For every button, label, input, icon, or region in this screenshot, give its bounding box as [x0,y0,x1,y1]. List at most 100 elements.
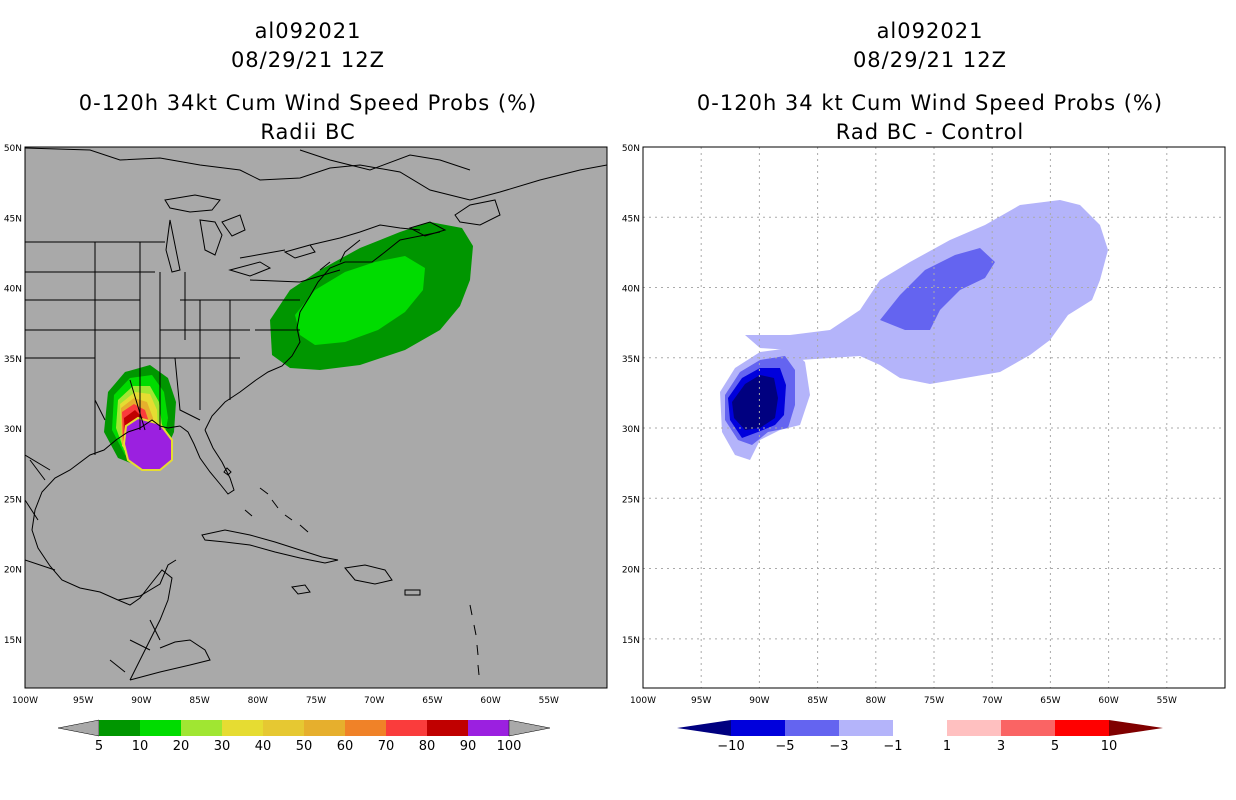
lon-tick-label: 75W [306,696,326,706]
colorbar-swatch [345,720,386,736]
right-datetime: 08/29/21 12Z [852,48,1008,72]
lat-tick-label: 35N [4,355,22,365]
colorbar-right-arrow [508,719,551,737]
colorbar-swatch [893,720,947,736]
colorbar-swatch [386,720,427,736]
lon-tick-label: 60W [1098,696,1118,706]
colorbar-swatch [468,720,509,736]
lon-tick-label: 80W [248,696,268,706]
colorbar-swatch [839,720,893,736]
colorbar-left-arrow [57,719,100,737]
lat-tick-label: 20N [622,566,640,576]
left-lat-labels: 50N 45N 40N 35N 30N 25N 20N 15N [4,144,22,646]
colorbar-left-arrow [677,720,731,736]
lon-tick-label: 85W [189,696,209,706]
lon-tick-label: 60W [480,696,500,706]
colorbar-swatch [99,720,140,736]
lon-tick-label: 75W [924,696,944,706]
colorbar-swatch [1001,720,1055,736]
colorbar-label: 3 [997,739,1005,754]
lon-tick-label: 90W [131,696,151,706]
lon-tick-label: 80W [866,696,886,706]
colorbar-label: 30 [214,739,231,754]
lon-tick-label: 55W [539,696,559,706]
left-title: 0-120h 34kt Cum Wind Speed Probs (%) [78,91,538,115]
colorbar-swatch [785,720,839,736]
lat-tick-label: 35N [622,355,640,365]
colorbar-swatch [181,720,222,736]
lon-tick-label: 100W [630,696,656,706]
right-colorbar: −10 −5 −3 −1 1 3 5 10 [677,720,1163,754]
lon-tick-label: 85W [807,696,827,706]
left-map-frame [24,146,608,689]
colorbar-swatch [427,720,468,736]
left-subtitle: Radii BC [260,120,356,144]
lon-tick-label: 90W [749,696,769,706]
left-probability-fields [104,222,473,471]
right-difference-fields [720,200,1108,460]
colorbar-swatch [304,720,345,736]
colorbar-label: 70 [378,739,395,754]
colorbar-label: 5 [1051,739,1059,754]
lat-tick-label: 40N [4,285,22,295]
lat-tick-label: 45N [4,214,22,224]
colorbar-label: −3 [829,739,848,754]
lat-tick-label: 30N [622,425,640,435]
right-map-frame [642,146,1226,689]
lon-tick-label: 55W [1157,696,1177,706]
lon-tick-label: 65W [422,696,442,706]
colorbar-swatch [263,720,304,736]
lon-tick-label: 70W [982,696,1002,706]
colorbar-label: 5 [95,739,103,754]
colorbar-right-arrow [1109,720,1163,736]
lon-tick-label: 70W [364,696,384,706]
right-title: 0-120h 34 kt Cum Wind Speed Probs (%) [696,91,1164,115]
colorbar-label: 50 [296,739,313,754]
right-gridlines [643,147,1225,688]
colorbar-label: 100 [497,739,522,754]
left-datetime: 08/29/21 12Z [230,48,386,72]
colorbar-label: 80 [419,739,436,754]
lat-tick-label: 25N [4,495,22,505]
lat-tick-label: 15N [622,636,640,646]
colorbar-swatch [222,720,263,736]
lon-tick-label: 100W [12,696,38,706]
colorbar-label: 20 [173,739,190,754]
colorbar-label: −5 [775,739,794,754]
right-title-block: al092021 08/29/21 12Z 0-120h 34 kt Cum W… [630,17,1230,147]
left-storm-id: al092021 [254,19,362,43]
lat-tick-label: 50N [622,144,640,154]
colorbar-label: −1 [883,739,902,754]
lat-tick-label: 45N [622,214,640,224]
colorbar-label: 10 [1101,739,1118,754]
colorbar-swatch [1055,720,1109,736]
right-storm-id: al092021 [876,19,984,43]
lon-tick-label: 65W [1040,696,1060,706]
colorbar-label: 40 [255,739,272,754]
colorbar-label: 10 [132,739,149,754]
left-prob-100-gulf [122,416,173,471]
right-diff-minus10-gulf [732,375,778,430]
lat-tick-label: 30N [4,425,22,435]
right-subtitle: Rad BC - Control [835,120,1025,144]
colorbar-label: 1 [943,739,951,754]
lat-tick-label: 15N [4,636,22,646]
lon-tick-label: 95W [691,696,711,706]
lat-tick-label: 40N [622,285,640,295]
left-prob-10-northeast [295,256,425,345]
left-colorbar: 5 10 20 30 40 50 60 70 80 90 100 [57,719,551,754]
lat-tick-label: 50N [4,144,22,154]
colorbar-label: 90 [460,739,477,754]
colorbar-swatch [731,720,785,736]
colorbar-label: −10 [717,739,744,754]
lon-tick-label: 95W [73,696,93,706]
colorbar-swatch [947,720,1001,736]
colorbar-swatch [140,720,181,736]
right-diff-minus3-northeast [880,248,995,330]
left-title-block: al092021 08/29/21 12Z 0-120h 34kt Cum Wi… [18,17,598,147]
lat-tick-label: 25N [622,495,640,505]
right-lat-labels: 50N 45N 40N 35N 30N 25N 20N 15N [622,144,640,646]
right-lon-labels: 100W 95W 90W 85W 80W 75W 70W 65W 60W 55W [630,696,1177,706]
left-lon-labels: 100W 95W 90W 85W 80W 75W 70W 65W 60W 55W [12,696,559,706]
